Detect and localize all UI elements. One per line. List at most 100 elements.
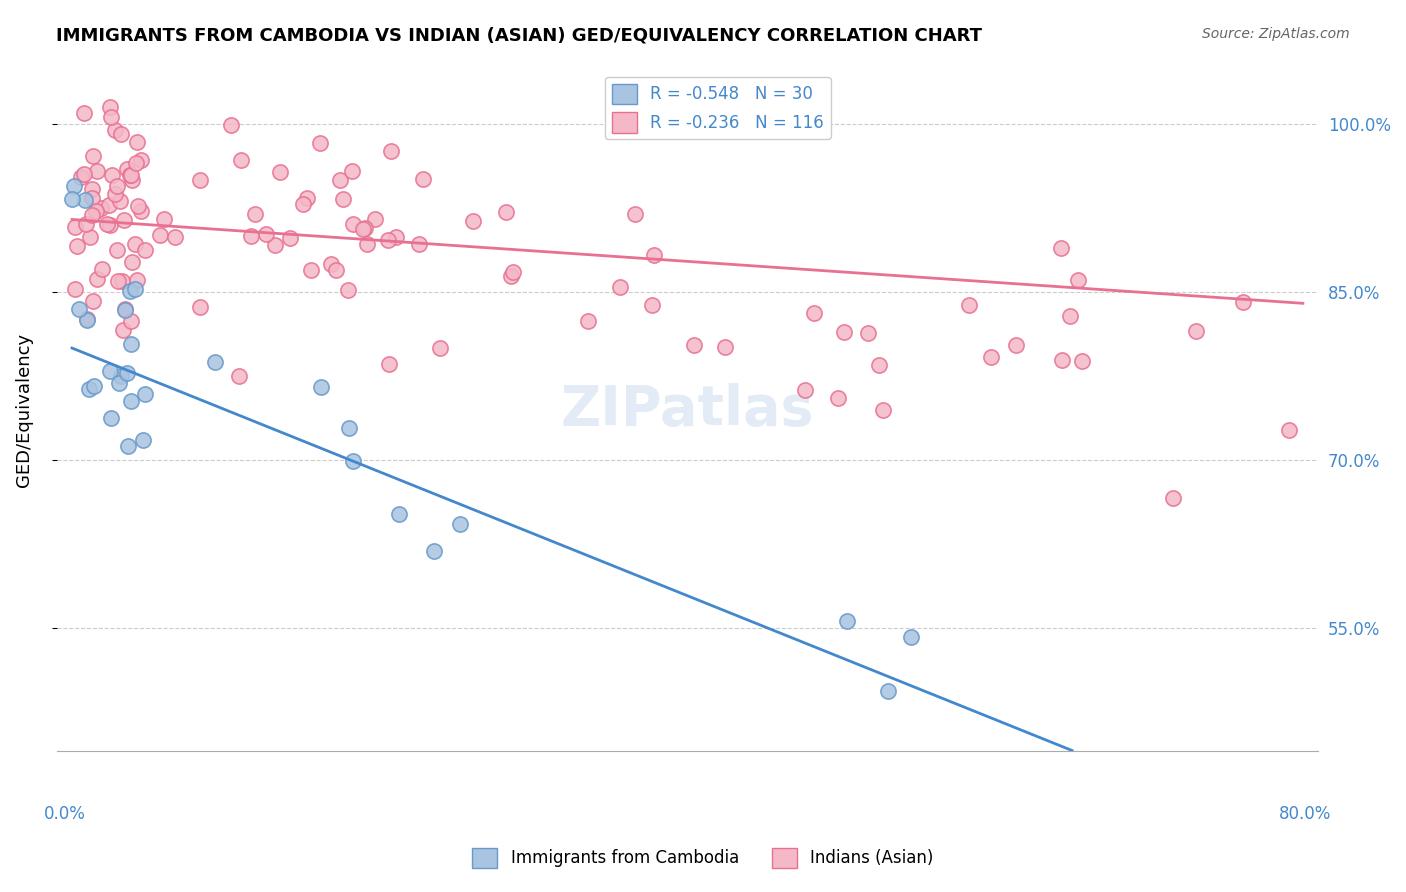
Point: [1277, 423, 1299, 437]
Point: [118, 284, 141, 298]
Point: [356, 236, 378, 251]
Point: [329, 173, 352, 187]
Point: [188, 300, 211, 314]
Point: [86, 164, 108, 178]
Point: [364, 212, 387, 227]
Point: [163, 230, 186, 244]
Point: [70, 170, 93, 185]
Y-axis label: GED/Equivalency: GED/Equivalency: [15, 333, 32, 487]
Point: [100, 110, 122, 124]
Point: [243, 207, 266, 221]
Point: [118, 168, 141, 182]
Point: [228, 369, 250, 384]
Point: [73, 167, 96, 181]
Point: [105, 243, 128, 257]
Point: [837, 614, 859, 628]
Point: [309, 136, 332, 150]
Point: [336, 283, 359, 297]
Point: [292, 196, 315, 211]
Point: [980, 351, 1002, 365]
Point: [1050, 240, 1073, 254]
Point: [204, 354, 226, 368]
Point: [120, 336, 142, 351]
Point: [388, 508, 411, 522]
Point: [91, 262, 114, 277]
Point: [114, 301, 136, 316]
Point: [120, 314, 142, 328]
Point: [1070, 354, 1092, 368]
Point: [134, 243, 156, 257]
Point: [1232, 295, 1254, 310]
Point: [96, 218, 118, 232]
Point: [408, 237, 430, 252]
Point: [1059, 310, 1081, 324]
Point: [299, 262, 322, 277]
Point: [98, 197, 121, 211]
Point: [98, 218, 121, 232]
Point: [108, 376, 131, 391]
Point: [269, 165, 291, 179]
Point: [62, 178, 84, 193]
Point: [101, 168, 124, 182]
Point: [75, 217, 97, 231]
Text: 80.0%: 80.0%: [1278, 805, 1331, 823]
Point: [683, 338, 706, 352]
Point: [63, 282, 86, 296]
Point: [111, 274, 134, 288]
Point: [832, 325, 855, 339]
Point: [502, 265, 524, 279]
Point: [229, 153, 252, 167]
Point: [110, 369, 132, 384]
Point: [80, 208, 103, 222]
Point: [380, 145, 402, 159]
Point: [80, 182, 103, 196]
Point: [121, 172, 143, 186]
Point: [576, 314, 599, 328]
Legend: Immigrants from Cambodia, Indians (Asian): Immigrants from Cambodia, Indians (Asian…: [465, 841, 941, 875]
Point: [342, 454, 364, 468]
Point: [60, 193, 83, 207]
Point: [794, 383, 817, 397]
Point: [79, 382, 101, 396]
Point: [76, 312, 98, 326]
Text: IMMIGRANTS FROM CAMBODIA VS INDIAN (ASIAN) GED/EQUIVALENCY CORRELATION CHART: IMMIGRANTS FROM CAMBODIA VS INDIAN (ASIA…: [56, 27, 983, 45]
Point: [120, 168, 142, 182]
Point: [325, 263, 347, 277]
Point: [82, 191, 104, 205]
Point: [98, 364, 121, 378]
Point: [321, 257, 343, 271]
Text: 0.0%: 0.0%: [44, 805, 86, 823]
Point: [107, 274, 129, 288]
Point: [385, 230, 408, 244]
Point: [337, 420, 360, 434]
Point: [112, 213, 135, 227]
Point: [63, 219, 86, 234]
Point: [114, 303, 136, 318]
Point: [83, 378, 105, 392]
Point: [856, 326, 879, 340]
Point: [127, 199, 149, 213]
Point: [254, 227, 277, 242]
Point: [73, 193, 96, 207]
Point: [423, 544, 446, 558]
Point: [124, 156, 146, 170]
Text: ZIPatlas: ZIPatlas: [561, 383, 814, 436]
Point: [82, 294, 104, 309]
Point: [641, 298, 664, 312]
Point: [117, 161, 139, 176]
Point: [377, 233, 399, 247]
Point: [104, 122, 127, 136]
Point: [1185, 324, 1208, 338]
Point: [129, 203, 152, 218]
Point: [152, 212, 174, 227]
Point: [110, 128, 132, 142]
Point: [115, 366, 138, 380]
Point: [352, 221, 374, 235]
Point: [129, 153, 152, 167]
Point: [714, 340, 737, 354]
Point: [90, 202, 112, 216]
Point: [82, 148, 104, 162]
Point: [120, 394, 142, 409]
Point: [127, 135, 149, 149]
Point: [1067, 273, 1090, 287]
